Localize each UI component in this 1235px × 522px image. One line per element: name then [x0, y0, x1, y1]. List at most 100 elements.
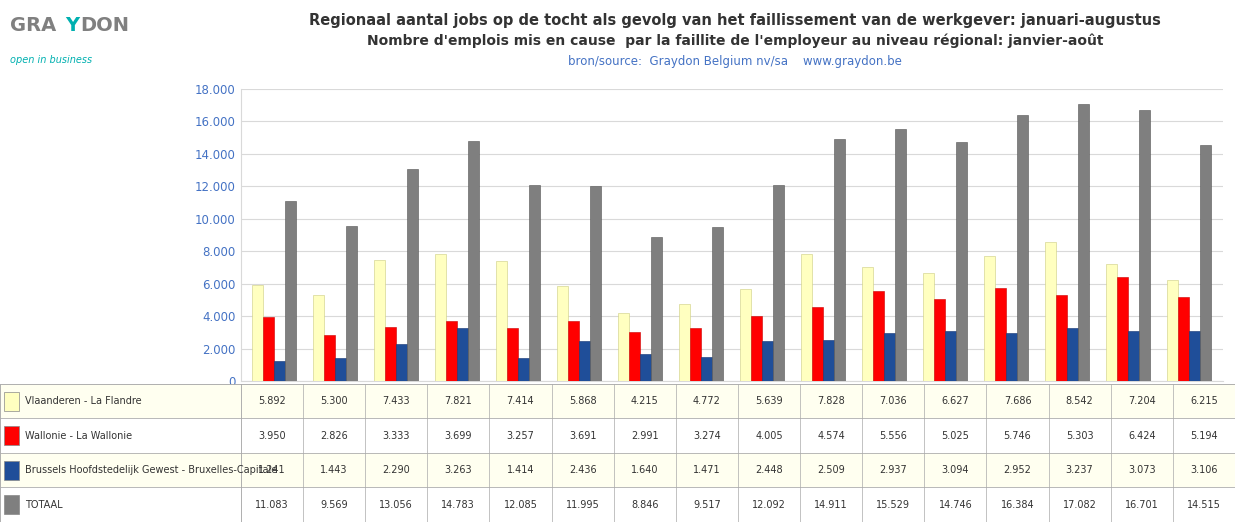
Text: 3.691: 3.691 [569, 431, 597, 441]
Text: 5.303: 5.303 [1066, 431, 1093, 441]
Bar [1118, 277, 1128, 381]
Text: 13.056: 13.056 [379, 500, 412, 509]
Text: 4.215: 4.215 [631, 396, 658, 406]
Text: 1.443: 1.443 [320, 465, 348, 475]
Text: 3.073: 3.073 [1128, 465, 1156, 475]
Text: 16.384: 16.384 [1000, 500, 1035, 509]
Bar [619, 313, 630, 381]
Bar [263, 317, 274, 381]
Bar [1200, 145, 1212, 381]
Bar [1007, 333, 1018, 381]
Text: Brussels Hoofdstedelijk Gewest - Bruxelles-Capitale: Brussels Hoofdstedelijk Gewest - Bruxell… [25, 465, 277, 475]
Text: 7.414: 7.414 [506, 396, 535, 406]
Bar [802, 254, 813, 381]
Bar [773, 185, 784, 381]
Bar [924, 274, 934, 381]
Text: 5.025: 5.025 [941, 431, 969, 441]
Bar [590, 186, 601, 381]
Bar [557, 286, 568, 381]
Text: 6.215: 6.215 [1191, 396, 1218, 406]
Bar [1178, 296, 1189, 381]
Text: 3.106: 3.106 [1191, 465, 1218, 475]
Bar [862, 267, 873, 381]
Text: 5.556: 5.556 [879, 431, 908, 441]
Text: 5.639: 5.639 [755, 396, 783, 406]
Bar [496, 260, 508, 381]
Bar [519, 358, 530, 381]
Text: 9.517: 9.517 [693, 500, 721, 509]
Bar [679, 304, 690, 381]
Bar [984, 256, 995, 381]
Text: 3.237: 3.237 [1066, 465, 1093, 475]
Bar [1107, 264, 1118, 381]
Bar [325, 335, 336, 381]
Text: 5.746: 5.746 [1004, 431, 1031, 441]
Bar [336, 358, 346, 381]
Text: Y: Y [65, 16, 79, 34]
Bar [0, 488, 1235, 522]
Bar [945, 331, 956, 381]
Bar [813, 307, 824, 381]
Text: 14.911: 14.911 [814, 500, 848, 509]
Text: 6.627: 6.627 [941, 396, 969, 406]
Text: 1.640: 1.640 [631, 465, 658, 475]
Text: 3.257: 3.257 [506, 431, 535, 441]
Bar [408, 169, 419, 381]
Text: 14.515: 14.515 [1187, 500, 1221, 509]
Bar [762, 341, 773, 381]
Bar [285, 201, 296, 381]
Bar [385, 327, 396, 381]
Text: 3.333: 3.333 [383, 431, 410, 441]
Text: 7.204: 7.204 [1128, 396, 1156, 406]
Text: 2.509: 2.509 [818, 465, 845, 475]
Text: 12.085: 12.085 [504, 500, 537, 509]
Text: 7.821: 7.821 [445, 396, 472, 406]
Text: GRA: GRA [10, 16, 56, 34]
Text: 12.092: 12.092 [752, 500, 785, 509]
Text: 6.424: 6.424 [1128, 431, 1156, 441]
Bar [1045, 242, 1056, 381]
Text: 2.937: 2.937 [879, 465, 908, 475]
Bar [1139, 110, 1150, 381]
Text: 14.783: 14.783 [441, 500, 475, 509]
Text: 5.300: 5.300 [320, 396, 348, 406]
Bar [468, 141, 479, 381]
Bar [1128, 331, 1139, 381]
Text: 3.263: 3.263 [445, 465, 472, 475]
Bar [274, 361, 285, 381]
Bar [396, 344, 408, 381]
Text: 11.083: 11.083 [256, 500, 289, 509]
Text: bron/source:  Graydon Belgium nv/sa    www.graydon.be: bron/source: Graydon Belgium nv/sa www.g… [568, 55, 902, 68]
Text: Nombre d'emplois mis en cause  par la faillite de l'employeur au niveau régional: Nombre d'emplois mis en cause par la fai… [367, 34, 1103, 49]
Text: 3.274: 3.274 [693, 431, 721, 441]
Text: 3.094: 3.094 [941, 465, 969, 475]
Bar [530, 185, 540, 381]
Bar [0, 453, 1235, 488]
Bar [457, 328, 468, 381]
Bar [895, 129, 906, 381]
Text: 7.433: 7.433 [383, 396, 410, 406]
Text: 1.414: 1.414 [506, 465, 535, 475]
Text: 2.436: 2.436 [569, 465, 597, 475]
Bar [1167, 280, 1178, 381]
Text: 7.828: 7.828 [818, 396, 845, 406]
Text: 2.952: 2.952 [1004, 465, 1031, 475]
Text: 17.082: 17.082 [1063, 500, 1097, 509]
Text: 4.772: 4.772 [693, 396, 721, 406]
Bar [690, 328, 701, 381]
Text: 5.868: 5.868 [569, 396, 597, 406]
Bar [346, 226, 357, 381]
Text: 15.529: 15.529 [877, 500, 910, 509]
Text: Wallonie - La Wallonie: Wallonie - La Wallonie [25, 431, 132, 441]
Bar [1189, 330, 1200, 381]
Text: 9.569: 9.569 [320, 500, 348, 509]
Bar [956, 141, 967, 381]
Text: 2.826: 2.826 [320, 431, 348, 441]
Text: 8.542: 8.542 [1066, 396, 1093, 406]
Bar [374, 260, 385, 381]
Bar [4, 426, 19, 445]
Text: open in business: open in business [10, 55, 91, 65]
Bar [995, 288, 1007, 381]
Bar [568, 321, 579, 381]
Bar [651, 238, 662, 381]
